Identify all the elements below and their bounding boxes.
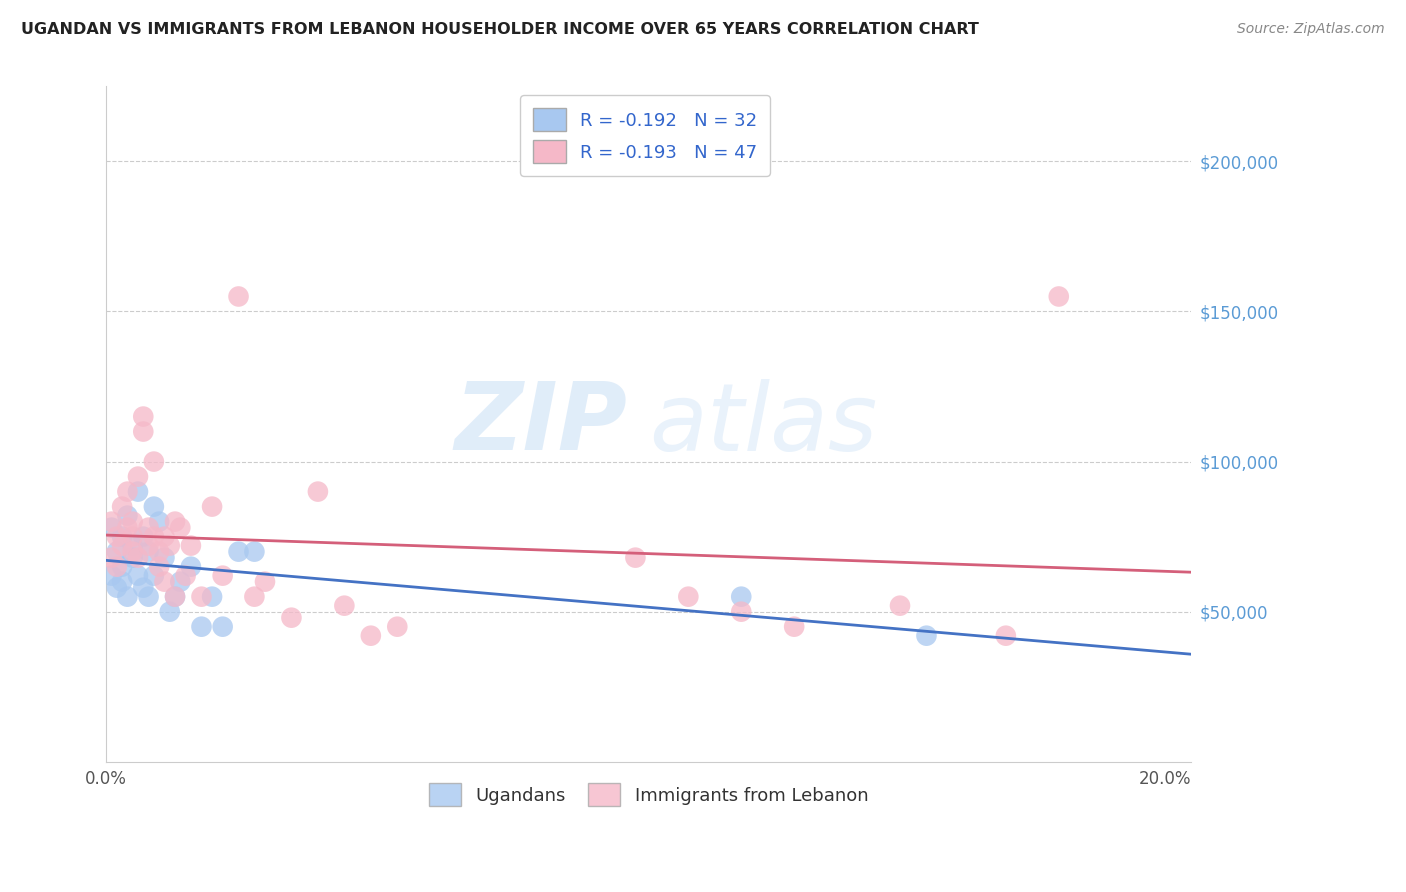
Point — [121, 539, 143, 553]
Point — [117, 521, 139, 535]
Point — [138, 590, 160, 604]
Point — [678, 590, 700, 604]
Point — [127, 568, 149, 582]
Point — [100, 568, 122, 582]
Point — [153, 550, 176, 565]
Point — [117, 484, 139, 499]
Point — [111, 500, 134, 514]
Point — [201, 500, 224, 514]
Point — [100, 521, 122, 535]
Point — [211, 568, 233, 582]
Point — [127, 484, 149, 499]
Point — [100, 515, 122, 529]
Point — [333, 599, 356, 613]
Point — [159, 539, 181, 553]
Point — [163, 590, 186, 604]
Point — [132, 530, 155, 544]
Point — [783, 620, 806, 634]
Point — [142, 500, 165, 514]
Point — [105, 559, 128, 574]
Point — [153, 574, 176, 589]
Point — [148, 544, 170, 558]
Point — [387, 620, 409, 634]
Point — [228, 289, 250, 303]
Point — [121, 530, 143, 544]
Point — [138, 544, 160, 558]
Text: Source: ZipAtlas.com: Source: ZipAtlas.com — [1237, 22, 1385, 37]
Point — [111, 574, 134, 589]
Point — [148, 515, 170, 529]
Point — [1047, 289, 1070, 303]
Point — [253, 574, 276, 589]
Point — [138, 539, 160, 553]
Point — [142, 568, 165, 582]
Point — [111, 559, 134, 574]
Point — [132, 409, 155, 424]
Point — [201, 590, 224, 604]
Point — [280, 610, 302, 624]
Point — [730, 590, 752, 604]
Point — [243, 544, 266, 558]
Point — [148, 559, 170, 574]
Point — [127, 469, 149, 483]
Point — [142, 454, 165, 468]
Point — [121, 550, 143, 565]
Point — [163, 590, 186, 604]
Point — [127, 550, 149, 565]
Point — [153, 530, 176, 544]
Point — [163, 515, 186, 529]
Point — [142, 530, 165, 544]
Point — [211, 620, 233, 634]
Point — [105, 581, 128, 595]
Point — [132, 581, 155, 595]
Point — [889, 599, 911, 613]
Point — [174, 568, 197, 582]
Point — [307, 484, 329, 499]
Point — [132, 425, 155, 439]
Point — [624, 550, 647, 565]
Text: ZIP: ZIP — [454, 378, 627, 470]
Point — [169, 574, 191, 589]
Point — [190, 620, 212, 634]
Point — [169, 521, 191, 535]
Point — [111, 539, 134, 553]
Point — [228, 544, 250, 558]
Point — [117, 508, 139, 523]
Point — [117, 590, 139, 604]
Point — [994, 629, 1017, 643]
Point — [730, 605, 752, 619]
Point — [105, 544, 128, 558]
Point — [121, 515, 143, 529]
Point — [915, 629, 938, 643]
Point — [138, 521, 160, 535]
Point — [121, 544, 143, 558]
Point — [190, 590, 212, 604]
Point — [180, 559, 202, 574]
Text: UGANDAN VS IMMIGRANTS FROM LEBANON HOUSEHOLDER INCOME OVER 65 YEARS CORRELATION : UGANDAN VS IMMIGRANTS FROM LEBANON HOUSE… — [21, 22, 979, 37]
Point — [243, 590, 266, 604]
Text: atlas: atlas — [648, 378, 877, 469]
Point — [360, 629, 382, 643]
Point — [100, 550, 122, 565]
Point — [180, 539, 202, 553]
Point — [105, 530, 128, 544]
Legend: Ugandans, Immigrants from Lebanon: Ugandans, Immigrants from Lebanon — [422, 776, 876, 814]
Point — [111, 530, 134, 544]
Point — [159, 605, 181, 619]
